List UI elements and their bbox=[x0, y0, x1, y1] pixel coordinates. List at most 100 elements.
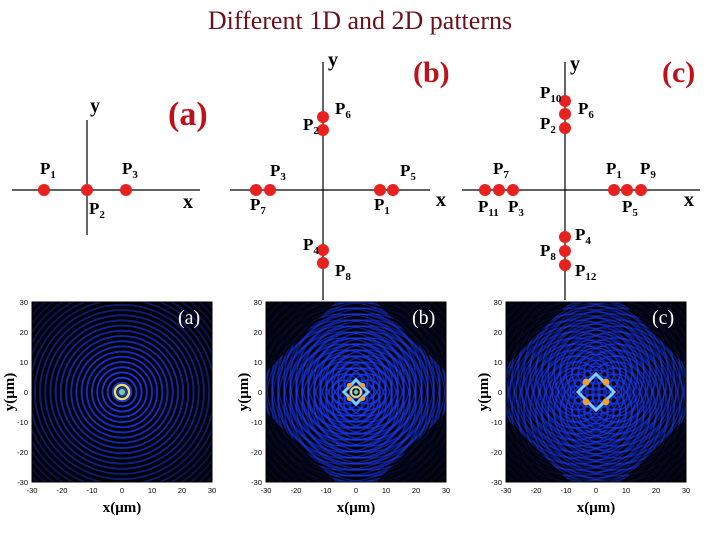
point-P11-dot bbox=[479, 184, 491, 196]
x-tick-label: 0 bbox=[120, 486, 124, 495]
y-tick-label: -10 bbox=[17, 418, 28, 427]
point-P9-dot bbox=[635, 184, 647, 196]
y-tick-label: -30 bbox=[17, 478, 28, 487]
plot-panel-label: (c) bbox=[652, 307, 674, 329]
plot-frame bbox=[505, 301, 687, 483]
plot-frame bbox=[265, 301, 447, 483]
point-P7-dot bbox=[264, 184, 276, 196]
point-P4-label: P4 bbox=[575, 225, 591, 247]
interference-pattern bbox=[266, 302, 446, 482]
x-axis-label: x(μm) bbox=[103, 500, 142, 516]
y-tick-label: -30 bbox=[251, 478, 262, 487]
x-tick-label: -30 bbox=[261, 486, 272, 495]
y-axis-label: y bbox=[328, 49, 338, 71]
point-P3-dot bbox=[120, 184, 132, 196]
schematic-a: (a) x y P1 P2 P3 bbox=[12, 95, 208, 235]
y-tick-label: 20 bbox=[254, 328, 262, 337]
point-P12-label: P12 bbox=[575, 261, 597, 283]
point-P1-dot bbox=[38, 184, 50, 196]
y-tick-label: 30 bbox=[20, 298, 28, 307]
x-tick-label: 0 bbox=[354, 486, 358, 495]
point-P2-label: P2 bbox=[89, 199, 105, 221]
point-P10-label: P10 bbox=[540, 83, 562, 105]
x-tick-label: -20 bbox=[531, 486, 542, 495]
x-tick-label: 30 bbox=[682, 486, 690, 495]
y-tick-label: -10 bbox=[251, 418, 262, 427]
point-P2-label: P2 bbox=[303, 115, 319, 137]
x-tick-label: 20 bbox=[652, 486, 660, 495]
interference-pattern bbox=[32, 302, 212, 482]
panel-label: (a) bbox=[168, 96, 208, 133]
x-tick-label: 10 bbox=[148, 486, 156, 495]
point-P5-dot bbox=[621, 184, 633, 196]
x-tick-label: 30 bbox=[442, 486, 450, 495]
plot-frame bbox=[31, 301, 213, 483]
point-P8-dot bbox=[559, 245, 571, 257]
point-P10-dot bbox=[559, 95, 571, 107]
y-axis-label: y bbox=[570, 53, 580, 75]
point-P8-label: P8 bbox=[335, 261, 351, 283]
y-axis-label: y(μm) bbox=[236, 373, 252, 412]
point-P8-label: P8 bbox=[540, 241, 556, 263]
point-P6-dot bbox=[317, 111, 329, 123]
point-P3-dot bbox=[250, 184, 262, 196]
y-tick-label: 0 bbox=[24, 388, 28, 397]
y-tick-label: 30 bbox=[254, 298, 262, 307]
y-tick-label: 0 bbox=[258, 388, 262, 397]
y-tick-label: -20 bbox=[17, 448, 28, 457]
x-tick-label: -10 bbox=[87, 486, 98, 495]
x-tick-label: 10 bbox=[382, 486, 390, 495]
y-axis-label: y(μm) bbox=[476, 373, 492, 412]
panel-label: (c) bbox=[662, 56, 695, 89]
point-P6-dot bbox=[559, 108, 571, 120]
point-P1-dot bbox=[387, 184, 399, 196]
y-tick-label: -20 bbox=[251, 448, 262, 457]
y-tick-label: -10 bbox=[491, 418, 502, 427]
point-P2-label: P2 bbox=[540, 114, 556, 136]
point-P5-dot bbox=[374, 184, 386, 196]
plot-panel-label: (a) bbox=[178, 307, 200, 329]
point-P1-label: P1 bbox=[374, 195, 390, 217]
x-tick-label: -10 bbox=[561, 486, 572, 495]
x-axis-label: x(μm) bbox=[577, 500, 616, 516]
point-P2-dot bbox=[81, 184, 93, 196]
page-title: Different 1D and 2D patterns bbox=[207, 6, 513, 35]
y-tick-label: 0 bbox=[498, 388, 502, 397]
y-axis-label: y(μm) bbox=[2, 373, 18, 412]
interference-pattern bbox=[506, 302, 686, 482]
point-P4-label: P4 bbox=[303, 235, 319, 257]
x-tick-label: 30 bbox=[208, 486, 216, 495]
point-P7-label: P7 bbox=[250, 195, 266, 217]
point-P2-dot bbox=[559, 122, 571, 134]
point-P4-dot bbox=[317, 244, 329, 256]
point-P7-dot bbox=[507, 184, 519, 196]
point-P3-label: P3 bbox=[122, 159, 138, 181]
point-P3-dot bbox=[493, 184, 505, 196]
y-tick-label: 10 bbox=[20, 358, 28, 367]
point-P9-label: P9 bbox=[640, 159, 656, 181]
y-tick-label: 10 bbox=[254, 358, 262, 367]
y-axis-label: y bbox=[90, 95, 100, 117]
point-P1-label: P1 bbox=[606, 159, 622, 181]
y-tick-label: 30 bbox=[494, 298, 502, 307]
point-P1-dot bbox=[608, 184, 620, 196]
point-P2-dot bbox=[317, 124, 329, 136]
y-tick-label: -30 bbox=[491, 478, 502, 487]
point-P1-label: P1 bbox=[40, 159, 56, 181]
plot-panel-label: (b) bbox=[412, 307, 435, 329]
x-tick-label: 20 bbox=[412, 486, 420, 495]
y-tick-label: 20 bbox=[494, 328, 502, 337]
x-tick-label: -20 bbox=[291, 486, 302, 495]
x-tick-label: -30 bbox=[27, 486, 38, 495]
point-P5-label: P5 bbox=[400, 161, 416, 183]
x-axis-label: x bbox=[183, 191, 193, 213]
point-P12-dot bbox=[559, 259, 571, 271]
point-P3-label: P3 bbox=[508, 197, 524, 219]
y-tick-label: 10 bbox=[494, 358, 502, 367]
x-tick-label: -10 bbox=[321, 486, 332, 495]
x-axis-label: x bbox=[684, 189, 694, 211]
x-axis-label: x bbox=[436, 189, 446, 211]
schematic-diagrams: (a)xyP1P2P3(b)xyP6P2P3P7P5P1P4P8(c)xyP10… bbox=[12, 49, 700, 300]
